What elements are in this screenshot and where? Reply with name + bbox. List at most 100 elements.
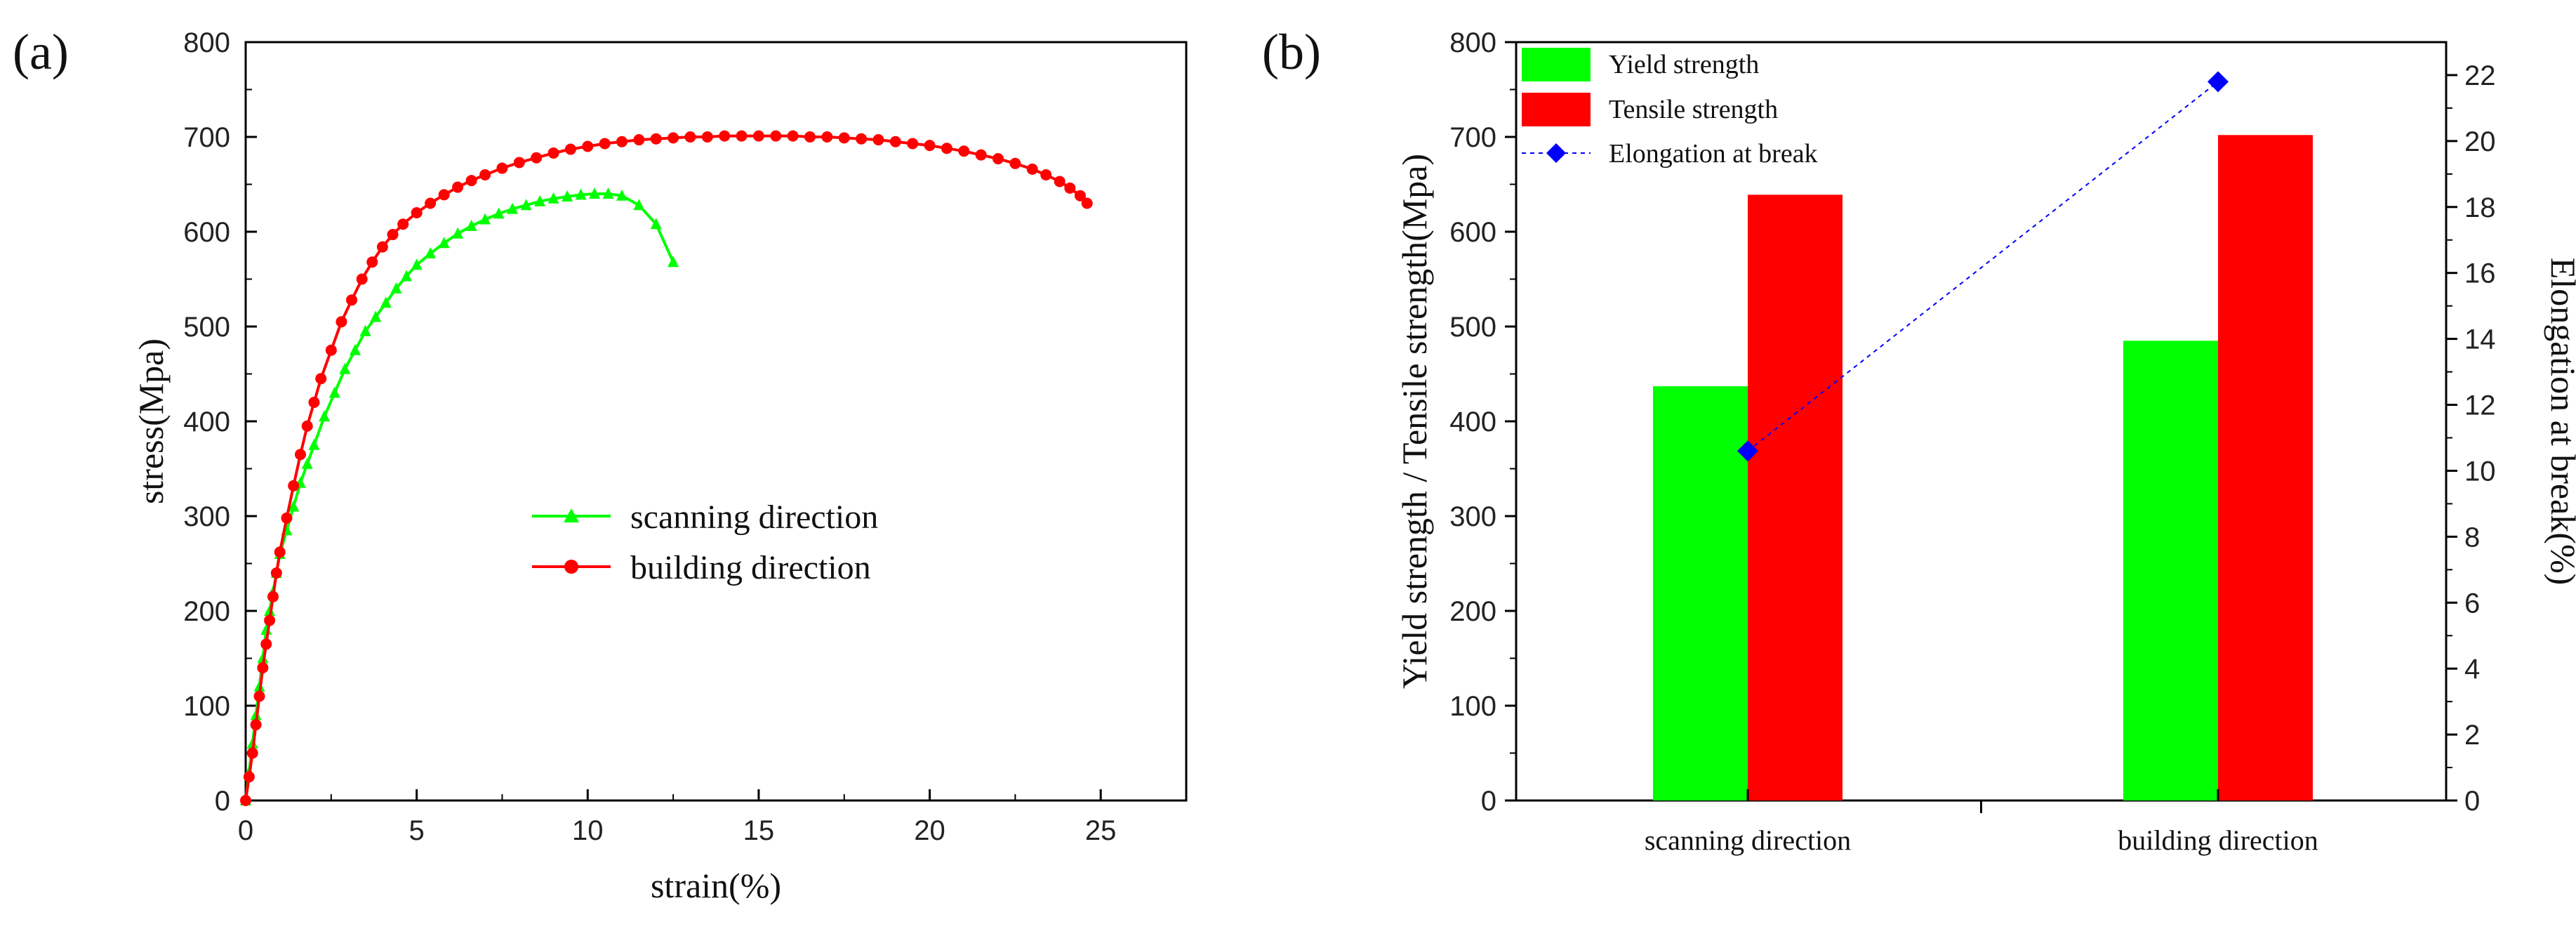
data-point — [493, 207, 505, 219]
data-point — [425, 247, 437, 259]
panel-b-legend: Yield strength Tensile strength Elongati… — [1522, 48, 1818, 169]
data-point — [401, 270, 413, 282]
panel-a-series — [240, 130, 1093, 806]
data-point — [479, 169, 491, 180]
panel-a-label: (a) — [13, 24, 69, 80]
data-point — [380, 296, 392, 308]
data-point — [872, 134, 884, 146]
panel-b-label: (b) — [1262, 24, 1321, 80]
data-point — [924, 140, 936, 152]
left-y-tick-label: 500 — [1449, 312, 1496, 343]
left-y-tick-label: 600 — [1449, 217, 1496, 248]
data-point — [438, 189, 450, 201]
data-point — [804, 131, 816, 143]
data-point — [243, 771, 255, 783]
y-tick-label: 100 — [183, 691, 230, 722]
data-point — [240, 795, 251, 806]
right-y-tick-label: 18 — [2464, 192, 2496, 223]
data-point — [531, 152, 543, 164]
y-tick-label: 0 — [215, 786, 230, 817]
data-point — [376, 241, 388, 253]
data-point — [1026, 163, 1038, 175]
y-tick-label: 700 — [183, 122, 230, 153]
data-point — [328, 386, 340, 398]
left-y-tick-label: 0 — [1481, 786, 1496, 817]
y-tick-label: 200 — [183, 596, 230, 627]
panel-a-legend: scanning direction building direction — [532, 499, 878, 586]
data-point — [356, 273, 368, 285]
panel-a-y-axis: 0 100 200 300 400 500 600 700 800 — [183, 27, 257, 817]
right-y-tick-label: 2 — [2464, 720, 2480, 751]
data-point — [889, 136, 901, 147]
data-point — [294, 449, 306, 461]
bar-yield-strength — [2123, 341, 2218, 800]
data-point — [616, 189, 628, 201]
data-point — [301, 420, 313, 432]
data-point — [534, 195, 546, 206]
elongation-point — [2207, 71, 2229, 93]
x-tick-label: 0 — [238, 815, 253, 846]
bar-yield-strength — [1653, 386, 1748, 800]
data-point — [349, 343, 361, 355]
data-point — [257, 662, 269, 673]
legend-label-scanning: scanning direction — [630, 499, 878, 536]
data-point — [308, 397, 320, 408]
legend-label-yield: Yield strength — [1609, 50, 1759, 79]
data-point — [752, 130, 764, 142]
data-point — [315, 373, 327, 385]
series-line-0 — [244, 192, 675, 801]
data-point — [452, 227, 464, 239]
data-point — [479, 213, 491, 225]
data-point — [425, 197, 437, 209]
elongation-point — [1737, 440, 1758, 462]
data-point — [907, 138, 919, 150]
right-y-tick-label: 14 — [2464, 324, 2496, 355]
data-point — [582, 140, 594, 152]
data-point — [260, 638, 272, 650]
data-point — [1040, 169, 1052, 180]
panel-b-x-axis: scanning direction building direction — [1645, 789, 2318, 856]
x-category-label: scanning direction — [1645, 824, 1851, 856]
data-point — [281, 512, 293, 524]
data-point — [1081, 197, 1093, 209]
panel-b-elongation-line — [1737, 71, 2229, 462]
data-point — [465, 219, 477, 231]
data-point — [562, 190, 573, 202]
data-point — [564, 143, 576, 155]
left-y-tick-label: 700 — [1449, 122, 1496, 153]
data-point — [602, 187, 614, 199]
data-point — [270, 567, 282, 579]
data-point — [520, 199, 532, 211]
elongation-line — [1747, 81, 2219, 452]
legend-swatch-yield — [1522, 48, 1591, 81]
data-point — [668, 256, 679, 268]
x-tick-label: 15 — [743, 815, 775, 846]
left-y-tick-label: 200 — [1449, 596, 1496, 627]
data-point — [1054, 176, 1065, 187]
bar-tensile-strength — [1748, 195, 1843, 801]
data-point — [599, 138, 611, 150]
series-line-1 — [244, 134, 1089, 801]
right-y-tick-label: 22 — [2464, 60, 2496, 91]
data-point — [701, 131, 713, 143]
y-tick-label: 300 — [183, 501, 230, 532]
panel-b-left-y-axis: 0 100 200 300 400 500 600 700 800 — [1449, 27, 1516, 817]
data-point — [507, 202, 519, 214]
data-point — [452, 181, 464, 193]
data-point — [288, 480, 300, 492]
x-tick-label: 10 — [572, 815, 604, 846]
data-point — [250, 719, 262, 730]
data-point — [1074, 190, 1086, 202]
data-point — [941, 143, 952, 154]
data-point — [397, 218, 409, 230]
data-point — [264, 614, 276, 626]
data-point — [366, 256, 378, 268]
data-point — [411, 207, 423, 218]
data-point — [838, 132, 850, 144]
right-y-tick-label: 0 — [2464, 786, 2480, 817]
data-point — [668, 132, 679, 144]
diamond-marker-icon — [1546, 143, 1566, 163]
left-y-tick-label: 400 — [1449, 407, 1496, 437]
right-y-tick-label: 8 — [2464, 522, 2480, 553]
data-point — [274, 546, 286, 558]
